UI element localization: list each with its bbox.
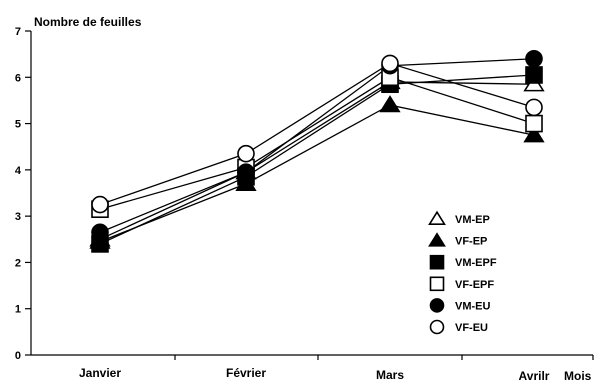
data-point-vm-epf: [525, 66, 543, 84]
legend-marker-vm-epf: [429, 254, 445, 270]
x-ticks: Janvier Février Mars Avrilr: [79, 355, 594, 381]
legend-label: VM-EU: [455, 300, 491, 312]
y-tick-label: 5: [15, 119, 21, 131]
legend-marker-vf-eu: [429, 319, 445, 335]
data-point-vf-eu: [91, 195, 109, 214]
legend-label: VF-EP: [455, 236, 487, 248]
y-tick-label: 7: [15, 26, 21, 38]
legend-marker-vm-ep: [428, 210, 446, 225]
y-tick-label: 6: [15, 72, 21, 84]
data-point-vf-ep: [523, 125, 545, 143]
legend-marker-vf-epf: [429, 276, 445, 292]
series-lines: [99, 58, 535, 245]
legend-label: VF-EPF: [455, 279, 494, 291]
data-point-vm-eu: [237, 163, 255, 181]
series-line-vf-ep: [99, 104, 535, 243]
legend-label: VF-EU: [455, 322, 488, 334]
data-point-vf-eu: [237, 144, 255, 163]
y-ticks: 0 1 2 3 4 5 6 7: [15, 26, 31, 362]
x-tick-label: Mars: [376, 368, 404, 381]
legend-marker-vm-eu: [429, 298, 445, 313]
data-point-vf-ep: [379, 95, 401, 113]
legend-marker-vf-ep: [428, 232, 446, 247]
x-tick-label: Janvier: [79, 366, 121, 380]
legend-label: VM-EPF: [455, 257, 497, 269]
data-point-vm-eu: [91, 223, 109, 242]
y-tick-label: 1: [15, 304, 21, 316]
series-markers: [89, 49, 545, 253]
x-axis-label: Mois: [564, 369, 592, 381]
data-point-vf-epf: [525, 114, 543, 133]
x-tick-label: Février: [226, 366, 266, 380]
y-tick-label: 2: [15, 257, 21, 269]
y-axis-label: Nombre de feuilles: [34, 15, 142, 29]
y-tick-label: 4: [15, 165, 22, 177]
legend-label: VM-EP: [455, 214, 490, 226]
axes: [30, 31, 593, 356]
y-tick-label: 0: [15, 350, 21, 362]
series-line-vf-eu: [99, 62, 535, 206]
series-line-vm-ep: [99, 81, 535, 240]
series-line-vm-eu: [99, 58, 535, 233]
data-point-vm-eu: [525, 49, 543, 68]
x-tick-label: Avrilr: [519, 369, 550, 381]
data-point-vf-eu: [381, 54, 399, 73]
y-tick-label: 3: [15, 211, 21, 223]
series-line-vf-epf: [99, 76, 535, 210]
legend: VM-EP VF-EP VM-EPF VF-EPF VM-EU VF-EU: [428, 210, 497, 335]
data-point-vf-eu: [525, 98, 543, 117]
series-line-vm-epf: [99, 74, 535, 245]
